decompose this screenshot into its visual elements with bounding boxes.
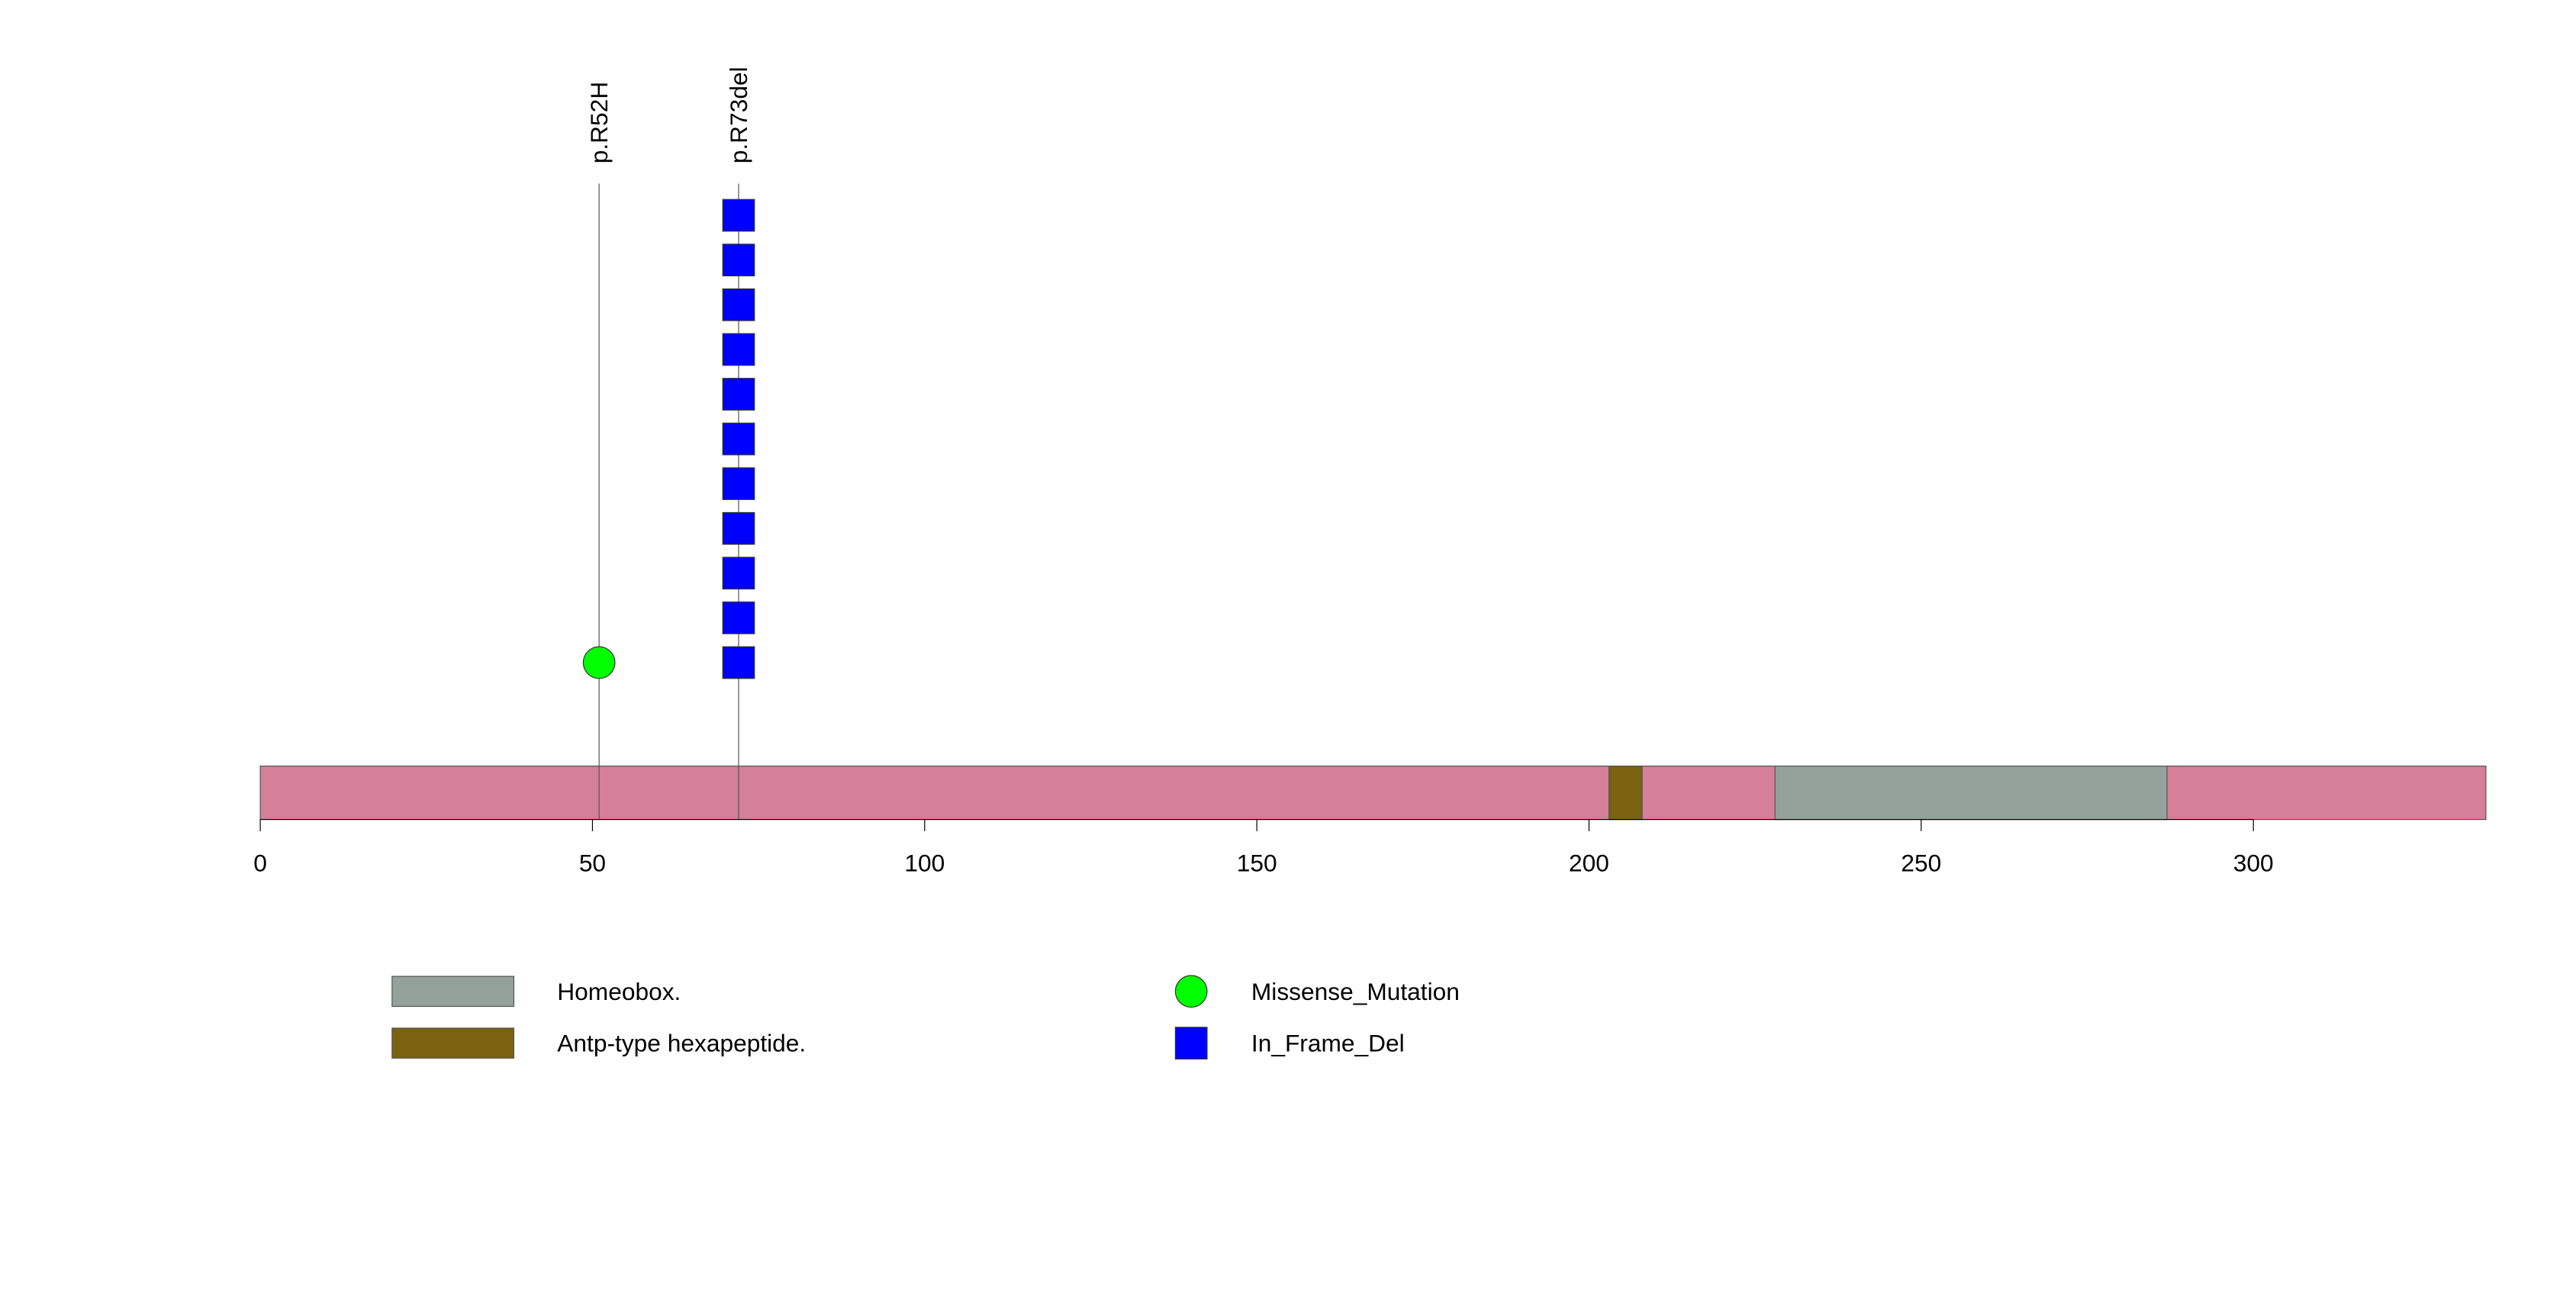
domain-blocks bbox=[598, 766, 2168, 821]
in-frame-del-marker bbox=[722, 288, 755, 321]
mutation-label: p.R73del bbox=[725, 66, 752, 163]
legend: Homeobox. Antp-type hexapeptide. Missense_… bbox=[391, 975, 1460, 1059]
domain-block bbox=[1608, 766, 1643, 821]
in-frame-del-marker bbox=[722, 333, 755, 366]
in-frame-del-marker bbox=[722, 556, 755, 590]
domain-block bbox=[1774, 766, 2168, 821]
x-tick-label: 0 bbox=[253, 849, 267, 876]
legend-domain-swatch bbox=[391, 1027, 515, 1059]
x-tick-label: 100 bbox=[904, 849, 945, 876]
legend-in-frame-del-icon bbox=[1174, 1027, 1208, 1059]
mutation-label: p.R52H bbox=[585, 82, 613, 163]
legend-domain-swatch bbox=[391, 976, 515, 1008]
legend-mutation-label: Missense_Mutation bbox=[1251, 978, 1460, 1005]
in-frame-del-marker bbox=[722, 467, 755, 501]
missense-marker bbox=[582, 646, 616, 679]
x-tick-label: 200 bbox=[1569, 849, 1609, 876]
legend-domain-label: Antp-type hexapeptide. bbox=[557, 1030, 806, 1057]
legend-mutation-label: In_Frame_Del bbox=[1251, 1030, 1405, 1057]
x-tick-label: 50 bbox=[579, 849, 606, 876]
x-tick-label: 300 bbox=[2233, 849, 2274, 876]
in-frame-del-marker bbox=[722, 378, 755, 411]
in-frame-del-marker bbox=[722, 646, 755, 679]
legend-missense-icon bbox=[1174, 975, 1208, 1008]
mutation-markers bbox=[582, 198, 755, 679]
in-frame-del-marker bbox=[722, 243, 755, 277]
in-frame-del-marker bbox=[722, 511, 755, 545]
in-frame-del-marker bbox=[722, 422, 755, 456]
legend-domain-label: Homeobox. bbox=[557, 978, 681, 1005]
in-frame-del-marker bbox=[722, 198, 755, 232]
in-frame-del-marker bbox=[722, 601, 755, 634]
x-axis: 0 50 100 150 200 250 300 bbox=[253, 818, 2274, 876]
x-tick-label: 250 bbox=[1901, 849, 1941, 876]
mutation-labels: p.R52H p.R73del bbox=[585, 66, 752, 163]
mutation-stems bbox=[598, 183, 739, 820]
x-tick-label: 150 bbox=[1237, 849, 1277, 876]
